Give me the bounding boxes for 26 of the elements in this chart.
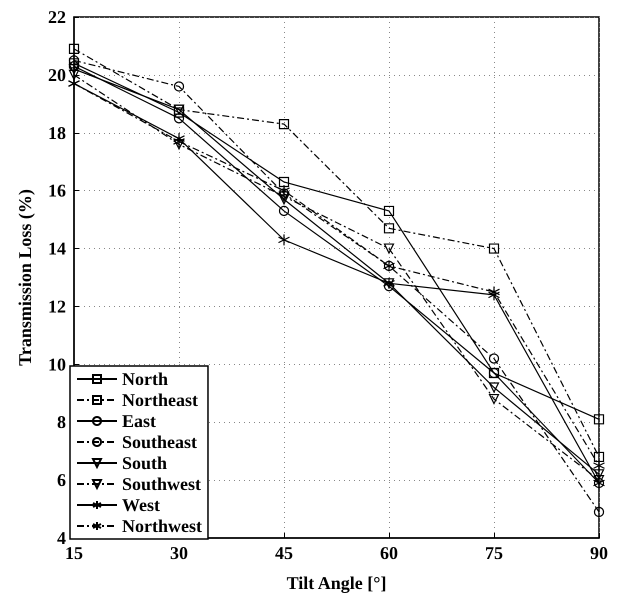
y-tick-label: 4 bbox=[57, 528, 66, 548]
y-tick-label: 8 bbox=[57, 412, 66, 432]
legend-label: North bbox=[122, 369, 168, 389]
y-tick-label: 20 bbox=[48, 64, 66, 85]
x-tick-label: 15 bbox=[65, 543, 83, 563]
x-axis-title: Tilt Angle [°] bbox=[286, 573, 386, 593]
legend-label: Southwest bbox=[122, 474, 202, 494]
x-tick-label: 75 bbox=[485, 543, 503, 563]
x-tick-label: 30 bbox=[170, 543, 188, 563]
y-tick-label: 22 bbox=[48, 7, 66, 27]
x-tick-label: 60 bbox=[380, 543, 398, 563]
x-tick-label: 45 bbox=[275, 543, 293, 563]
legend-label: East bbox=[122, 411, 156, 431]
legend-label: Northwest bbox=[122, 516, 202, 536]
y-tick-label: 6 bbox=[57, 470, 66, 490]
legend-label: Southeast bbox=[122, 432, 198, 452]
legend-label: South bbox=[122, 453, 168, 473]
x-tick-label: 90 bbox=[590, 543, 608, 563]
y-tick-label: 10 bbox=[48, 354, 66, 374]
y-tick-label: 14 bbox=[48, 238, 66, 259]
y-tick-label: 18 bbox=[48, 122, 66, 143]
y-axis-title: Transmission Loss (%) bbox=[15, 189, 35, 366]
legend-label: West bbox=[122, 495, 160, 515]
legend-label: Northeast bbox=[122, 390, 198, 410]
y-tick-label: 16 bbox=[48, 180, 66, 201]
y-tick-label: 12 bbox=[48, 296, 66, 316]
